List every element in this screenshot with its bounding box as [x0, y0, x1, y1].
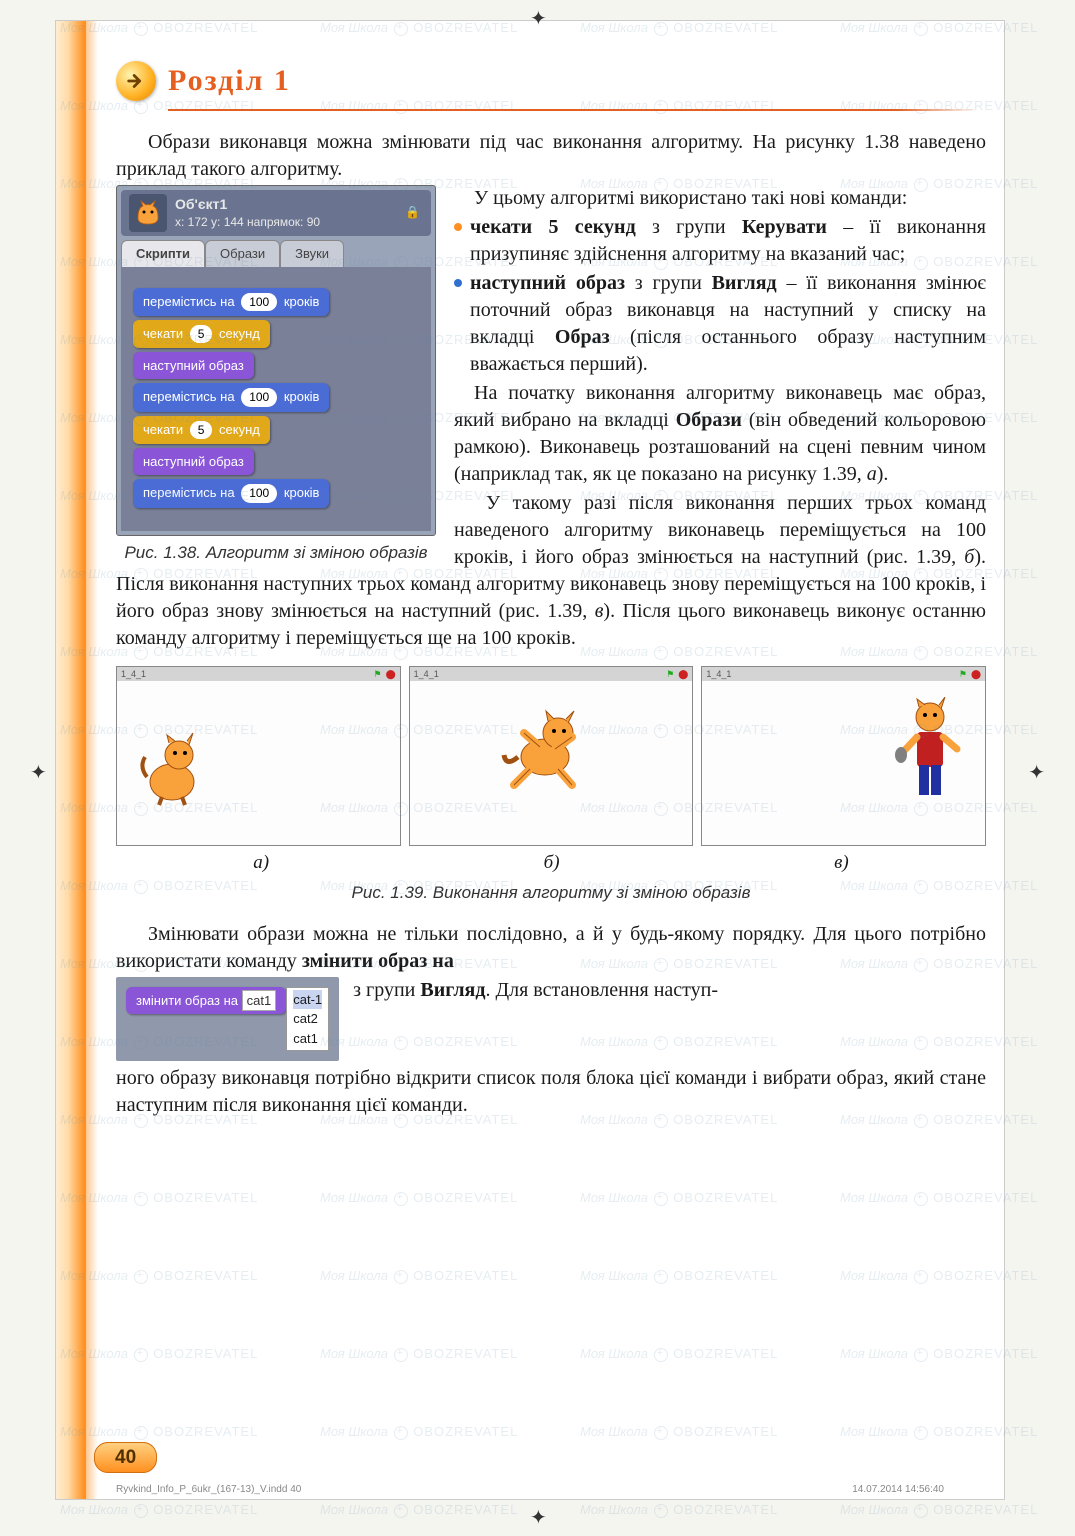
- sprite-info: Об'єкт1 x: 172 y: 144 напрямок: 90: [175, 195, 397, 230]
- paragraph: Образи виконавця можна змінювати під час…: [116, 129, 986, 183]
- bullet-dot: [454, 279, 462, 287]
- tab-sounds[interactable]: Звуки: [280, 240, 344, 267]
- crop-mark-icon: ✦: [530, 6, 547, 31]
- footer: Ryvkind_Info_P_6ukr_(167-13)_V.indd 40 1…: [116, 1484, 944, 1495]
- section-header: Розділ 1: [116, 61, 986, 101]
- sprite-thumbnail: [129, 194, 167, 232]
- footer-timestamp: 14.07.2014 14:56:40: [852, 1484, 944, 1495]
- block-container: змінити образ на cat1 cat-1 cat2 cat1: [116, 977, 339, 1062]
- dropdown-list[interactable]: cat-1 cat2 cat1: [286, 987, 329, 1052]
- lock-icon: 🔒: [405, 204, 423, 222]
- footer-file: Ryvkind_Info_P_6ukr_(167-13)_V.indd 40: [116, 1484, 301, 1495]
- tab-costumes[interactable]: Образи: [205, 240, 280, 267]
- motion-block[interactable]: перемістись на 100 кроків: [133, 383, 329, 411]
- figure-138: Об'єкт1 x: 172 y: 144 напрямок: 90 🔒 Скр…: [116, 185, 436, 565]
- content-area: Розділ 1 Образи виконавця можна змінюват…: [116, 61, 986, 1121]
- stage-panel-b: 1_4_1⚑⬤: [409, 666, 694, 846]
- bullet-item: чекати 5 секунд з групи Керувати – її ви…: [454, 214, 986, 268]
- cat-sprite-running: [500, 707, 590, 818]
- tabs: Скрипти Образи Звуки: [121, 240, 431, 267]
- flag-icons: ⚑⬤: [955, 668, 981, 680]
- stage-titlebar: 1_4_1⚑⬤: [410, 667, 693, 681]
- bullet-dot: [454, 223, 462, 231]
- control-block[interactable]: чекати 5 секунд: [133, 416, 270, 444]
- side-gradient: [56, 21, 86, 1499]
- caption-139: Рис. 1.39. Виконання алгоритму зі зміною…: [116, 882, 986, 905]
- caption-num: Рис. 1.38.: [124, 543, 201, 562]
- flag-icons: ⚑⬤: [662, 668, 688, 680]
- bullet-item: наступний образ з групи Вигляд – її вико…: [454, 270, 986, 378]
- script-area: перемістись на 100 кроків чекати 5 секунд…: [121, 267, 431, 531]
- motion-block[interactable]: перемістись на 100 кроків: [133, 479, 329, 507]
- page: Розділ 1 Образи виконавця можна змінюват…: [55, 20, 1005, 1500]
- control-block[interactable]: чекати 5 секунд: [133, 320, 270, 348]
- change-costume-block-figure: змінити образ на cat1 cat-1 cat2 cat1: [116, 977, 339, 1062]
- stage-titlebar: 1_4_1⚑⬤: [117, 667, 400, 681]
- caption-text: Алгоритм зі зміною образів: [201, 543, 428, 562]
- caption-138: Рис. 1.38. Алгоритм зі зміною образів: [116, 542, 436, 565]
- divider: [168, 109, 978, 111]
- body-text: Образи виконавця можна змінювати під час…: [116, 129, 986, 1119]
- tab-scripts[interactable]: Скрипти: [121, 240, 205, 267]
- cat-sprite: [137, 727, 207, 828]
- section-title: Розділ 1: [168, 64, 291, 98]
- stage-panel-a: 1_4_1⚑⬤: [116, 666, 401, 846]
- arrow-icon: [116, 61, 156, 101]
- looks-block[interactable]: наступний образ: [133, 448, 254, 476]
- page-number: 40: [94, 1447, 157, 1469]
- subfigure-labels: а) б) в): [116, 850, 986, 876]
- stage-titlebar: 1_4_1⚑⬤: [702, 667, 985, 681]
- figure-139: 1_4_1⚑⬤ 1_4_1⚑⬤ 1_4_1⚑⬤: [116, 666, 986, 846]
- paragraph: ного образу виконавця потрібно відкрити …: [116, 1065, 986, 1119]
- scratch-panel: Об'єкт1 x: 172 y: 144 напрямок: 90 🔒 Скр…: [116, 185, 436, 536]
- sprite-header: Об'єкт1 x: 172 y: 144 напрямок: 90 🔒: [121, 190, 431, 236]
- side-gradient-fade: [86, 21, 98, 1499]
- paragraph: Змінювати образи можна не тільки послідо…: [116, 921, 986, 975]
- costume-dropdown[interactable]: cat1: [242, 990, 277, 1011]
- motion-block[interactable]: перемістись на 100 кроків: [133, 288, 329, 316]
- stage-panel-c: 1_4_1⚑⬤: [701, 666, 986, 846]
- sprite-name: Об'єкт1: [175, 195, 397, 214]
- crop-mark-icon: ✦: [530, 1505, 547, 1530]
- sprite-coords: x: 172 y: 144 напрямок: 90: [175, 214, 397, 230]
- flag-icons: ⚑⬤: [370, 668, 396, 680]
- cat-sprite-costume: [895, 697, 965, 828]
- change-costume-block[interactable]: змінити образ на cat1: [126, 987, 286, 1015]
- looks-block[interactable]: наступний образ: [133, 352, 254, 380]
- crop-mark-icon: ✦: [1028, 760, 1045, 785]
- crop-mark-icon: ✦: [30, 760, 47, 785]
